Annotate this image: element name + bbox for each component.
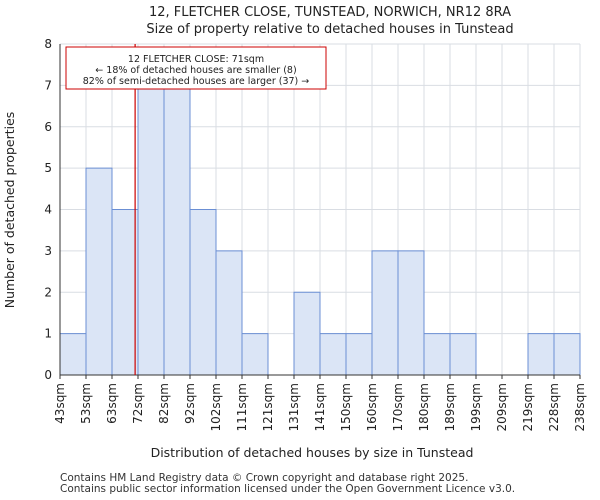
x-tick-label: 72sqm [131,383,145,424]
y-tick-labels: 0 1 2 3 4 5 6 7 8 [44,37,52,382]
x-tick-label: 131sqm [287,383,301,431]
annotation-line-2: ← 18% of detached houses are smaller (8) [95,65,296,76]
axes [59,44,581,379]
y-tick-label: 3 [44,244,52,258]
x-tick-label: 43sqm [53,383,67,424]
chart-subtitle: Size of property relative to detached ho… [146,22,513,37]
bar [293,291,321,376]
x-tick-label: 209sqm [495,383,509,431]
bar [163,84,191,376]
chart-title: 12, FLETCHER CLOSE, TUNSTEAD, NORWICH, N… [149,5,511,20]
y-tick-label: 7 [44,78,52,92]
x-axis-title: Distribution of detached houses by size … [151,445,474,460]
bar [423,333,451,376]
y-tick-label: 8 [44,37,52,51]
annotation-line-3: 82% of semi-detached houses are larger (… [83,76,310,87]
y-tick-label: 4 [44,203,52,217]
x-tick-label: 121sqm [261,383,275,431]
y-tick-label: 5 [44,161,52,175]
x-tick-label: 219sqm [521,383,535,431]
bar [319,333,347,376]
footer-line-1: Contains HM Land Registry data © Crown c… [60,472,469,484]
x-tick-label: 150sqm [339,383,353,431]
bar [189,209,217,376]
x-tick-label: 92sqm [183,383,197,424]
x-tick-label: 238sqm [573,383,587,431]
bar [527,333,555,376]
x-tick-label: 82sqm [157,383,171,424]
bar [553,333,581,376]
x-tick-label: 160sqm [365,383,379,431]
bar [59,333,87,376]
x-tick-label: 170sqm [391,383,405,431]
x-tick-label: 189sqm [443,383,457,431]
footer-line-2: Contains public sector information licen… [60,483,516,495]
annotation-line-1: 12 FLETCHER CLOSE: 71sqm [128,54,264,65]
x-tick-label: 199sqm [469,383,483,431]
annotation-border [65,46,327,90]
annotation-box: 12 FLETCHER CLOSE: 71sqm ← 18% of detach… [65,46,327,90]
x-tick-labels: 43sqm 53sqm 63sqm 72sqm 82sqm 92sqm 102sqm 111s… [53,383,587,431]
y-tick-label: 0 [44,368,52,382]
bars [59,84,581,376]
y-tick-label: 2 [44,285,52,299]
y-tick-label: 1 [44,327,52,341]
bar [111,209,139,376]
bar [85,167,113,376]
x-tick-label: 141sqm [313,383,327,431]
bar [449,333,477,376]
x-tick-label: 228sqm [547,383,561,431]
x-tick-label: 102sqm [209,383,223,431]
bar [397,250,425,376]
bar [137,84,165,376]
bar [371,250,399,376]
y-tick-label: 6 [44,120,52,134]
bar [345,333,373,376]
bar [241,333,269,376]
x-tick-label: 111sqm [235,383,249,431]
x-tick-label: 180sqm [417,383,431,431]
bar [215,250,243,376]
x-tick-label: 63sqm [105,383,119,424]
x-tick-label: 53sqm [79,383,93,424]
y-axis-title: Number of detached properties [2,112,17,309]
